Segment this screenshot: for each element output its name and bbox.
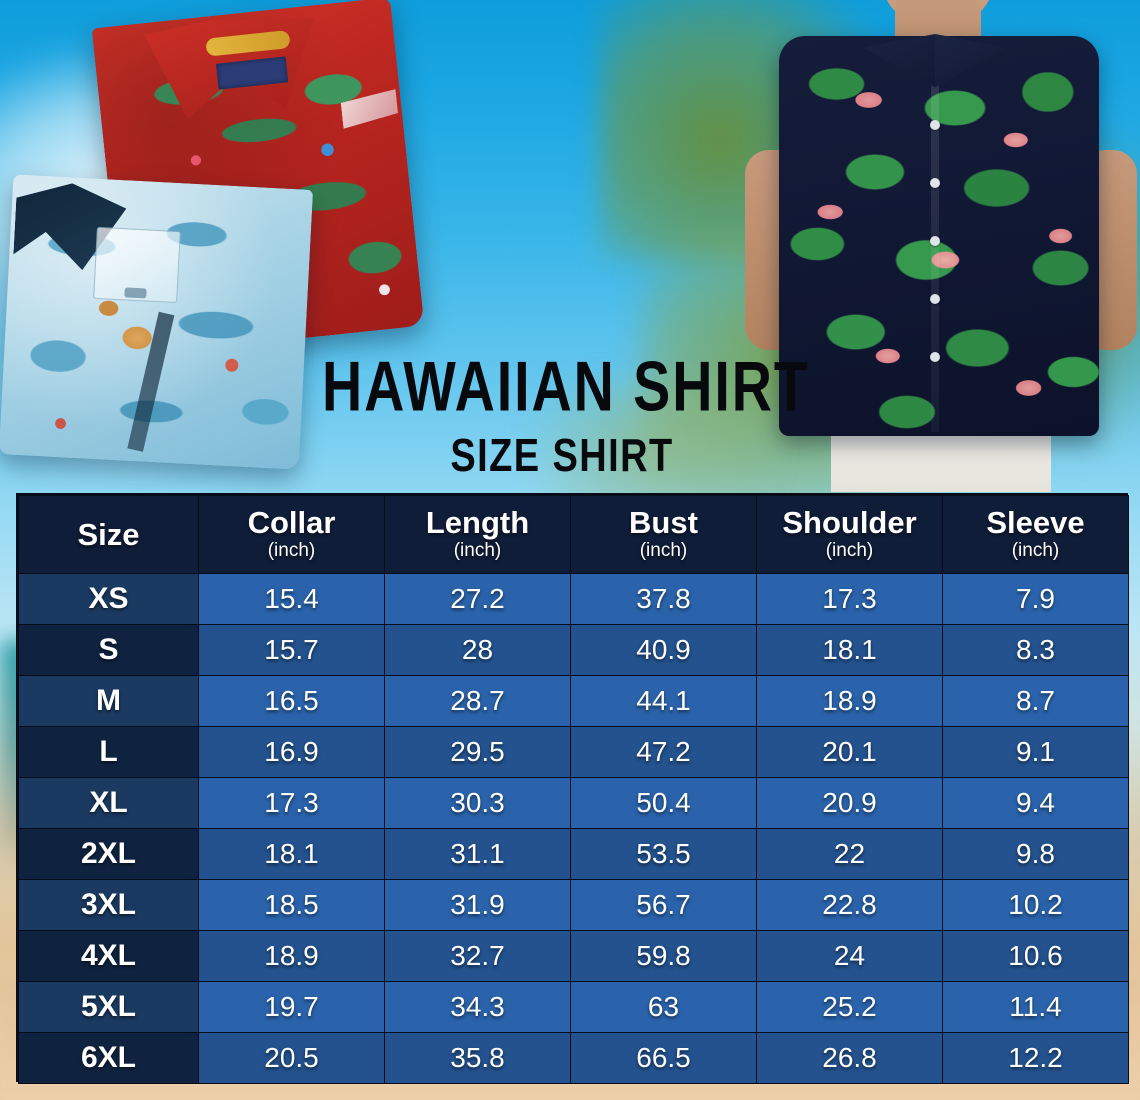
length-cell: 29.5: [384, 726, 571, 778]
bust-cell: 56.7: [570, 879, 757, 931]
collar-cell: 18.9: [198, 930, 385, 982]
sleeve-cell: 8.3: [942, 624, 1129, 676]
length-cell: 35.8: [384, 1032, 571, 1084]
bust-cell: 37.8: [570, 573, 757, 625]
bust-cell: 44.1: [570, 675, 757, 727]
length-cell: 28: [384, 624, 571, 676]
col-header-bust: Bust (inch): [570, 495, 757, 574]
table-body: XS 15.4 27.2 37.8 17.3 7.9 S 15.7 28 40.9 18.1 8.3 M…: [18, 573, 1129, 1084]
page-title: HAWAIIAN SHIRT: [322, 347, 810, 427]
shoulder-cell: 18.9: [756, 675, 943, 727]
sleeve-cell: 9.8: [942, 828, 1129, 880]
table-row: 4XL 18.9 32.7 59.8 24 10.6: [18, 930, 1129, 982]
size-cell: 3XL: [18, 879, 199, 931]
collar-cell: 15.4: [198, 573, 385, 625]
shoulder-cell: 25.2: [756, 981, 943, 1033]
sleeve-cell: 9.1: [942, 726, 1129, 778]
blue-shirt-placket: [127, 311, 175, 452]
page-subtitle: SIZE SHIRT: [450, 430, 674, 482]
table-header: Size Collar (inch) Length (inch) Bust (i…: [18, 495, 1129, 574]
col-header-sleeve: Sleeve (inch): [942, 495, 1129, 574]
shirt-button: [930, 236, 940, 246]
col-header-shoulder: Shoulder (inch): [756, 495, 943, 574]
folded-blue-hawaiian-shirt: [0, 174, 314, 470]
size-cell: XS: [18, 573, 199, 625]
size-cell: 4XL: [18, 930, 199, 982]
sleeve-cell: 7.9: [942, 573, 1129, 625]
shoulder-cell: 20.9: [756, 777, 943, 829]
table-row: 5XL 19.7 34.3 63 25.2 11.4: [18, 981, 1129, 1033]
sleeve-cell: 8.7: [942, 675, 1129, 727]
bust-cell: 47.2: [570, 726, 757, 778]
bust-cell: 40.9: [570, 624, 757, 676]
table-row: 3XL 18.5 31.9 56.7 22.8 10.2: [18, 879, 1129, 931]
size-cell: 5XL: [18, 981, 199, 1033]
table-row: XL 17.3 30.3 50.4 20.9 9.4: [18, 777, 1129, 829]
collar-cell: 16.9: [198, 726, 385, 778]
size-chart: Size Collar (inch) Length (inch) Bust (i…: [16, 493, 1129, 1084]
shoulder-cell: 18.1: [756, 624, 943, 676]
length-cell: 31.1: [384, 828, 571, 880]
shoulder-cell: 20.1: [756, 726, 943, 778]
bust-cell: 66.5: [570, 1032, 757, 1084]
length-cell: 32.7: [384, 930, 571, 982]
length-cell: 30.3: [384, 777, 571, 829]
table-row: M 16.5 28.7 44.1 18.9 8.7: [18, 675, 1129, 727]
title-block: HAWAIIAN SHIRT SIZE SHIRT: [312, 347, 812, 482]
length-cell: 27.2: [384, 573, 571, 625]
collar-cell: 18.1: [198, 828, 385, 880]
shoulder-cell: 26.8: [756, 1032, 943, 1084]
sleeve-cell: 11.4: [942, 981, 1129, 1033]
col-header-size: Size: [18, 495, 199, 574]
size-cell: 6XL: [18, 1032, 199, 1084]
header-row: Size Collar (inch) Length (inch) Bust (i…: [18, 495, 1129, 574]
bust-cell: 59.8: [570, 930, 757, 982]
col-header-collar: Collar (inch): [198, 495, 385, 574]
shoulder-cell: 22.8: [756, 879, 943, 931]
navy-flamingo-shirt: [779, 36, 1099, 436]
blue-shirt-pocket: [93, 226, 181, 304]
collar-cell: 20.5: [198, 1032, 385, 1084]
shirt-button: [930, 178, 940, 188]
collar-cell: 16.5: [198, 675, 385, 727]
table-row: L 16.9 29.5 47.2 20.1 9.1: [18, 726, 1129, 778]
shirt-button: [930, 120, 940, 130]
collar-cell: 17.3: [198, 777, 385, 829]
size-cell: L: [18, 726, 199, 778]
table-row: S 15.7 28 40.9 18.1 8.3: [18, 624, 1129, 676]
size-cell: M: [18, 675, 199, 727]
size-table: Size Collar (inch) Length (inch) Bust (i…: [18, 495, 1129, 1084]
shoulder-cell: 22: [756, 828, 943, 880]
red-shirt-logo: [339, 85, 399, 131]
sleeve-cell: 10.6: [942, 930, 1129, 982]
sleeve-cell: 9.4: [942, 777, 1129, 829]
shirt-button: [930, 352, 940, 362]
model-wearing-navy-flamingo-shirt: [735, 0, 1140, 492]
sleeve-cell: 12.2: [942, 1032, 1129, 1084]
col-header-length: Length (inch): [384, 495, 571, 574]
bust-cell: 53.5: [570, 828, 757, 880]
bust-cell: 50.4: [570, 777, 757, 829]
table-row: 6XL 20.5 35.8 66.5 26.8 12.2: [18, 1032, 1129, 1084]
table-row: 2XL 18.1 31.1 53.5 22 9.8: [18, 828, 1129, 880]
shoulder-cell: 17.3: [756, 573, 943, 625]
length-cell: 28.7: [384, 675, 571, 727]
shirt-button: [930, 294, 940, 304]
table-row: XS 15.4 27.2 37.8 17.3 7.9: [18, 573, 1129, 625]
collar-cell: 15.7: [198, 624, 385, 676]
bust-cell: 63: [570, 981, 757, 1033]
size-cell: S: [18, 624, 199, 676]
length-cell: 31.9: [384, 879, 571, 931]
size-cell: 2XL: [18, 828, 199, 880]
size-cell: XL: [18, 777, 199, 829]
sleeve-cell: 10.2: [942, 879, 1129, 931]
length-cell: 34.3: [384, 981, 571, 1033]
shoulder-cell: 24: [756, 930, 943, 982]
collar-cell: 19.7: [198, 981, 385, 1033]
collar-cell: 18.5: [198, 879, 385, 931]
